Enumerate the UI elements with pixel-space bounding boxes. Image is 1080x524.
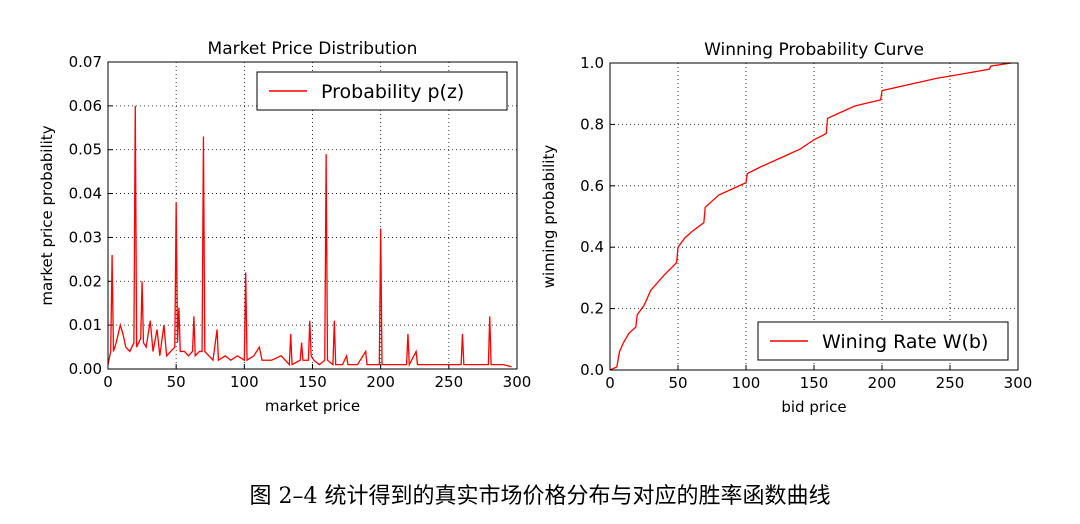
y-tick-label: 0.05 — [69, 141, 102, 159]
y-axis-label: winning probability — [540, 145, 558, 289]
x-tick-label: 150 — [800, 374, 829, 392]
y-tick-label: 1.0 — [580, 54, 604, 72]
chart-title: Winning Probability Curve — [704, 40, 924, 60]
x-tick-label: 300 — [1004, 374, 1033, 392]
x-tick-label: 100 — [230, 373, 259, 391]
x-tick-label: 0 — [605, 374, 615, 392]
chart-title: Market Price Distribution — [208, 39, 418, 59]
y-tick-label: 0.00 — [69, 360, 102, 378]
x-tick-label: 50 — [668, 374, 687, 392]
y-tick-label: 0.0 — [580, 361, 604, 379]
y-tick-label: 0.07 — [69, 53, 102, 71]
y-tick-label: 0.04 — [69, 185, 102, 203]
x-axis-label: bid price — [781, 398, 846, 416]
y-tick-label: 0.06 — [69, 97, 102, 115]
x-tick-label: 300 — [503, 373, 532, 391]
plot-frame — [107, 61, 518, 370]
x-tick-label: 50 — [167, 373, 186, 391]
legend-label: Probability p(z) — [321, 81, 464, 103]
y-axis-label: market price probability — [38, 125, 56, 305]
x-tick-label: 100 — [732, 374, 761, 392]
x-tick-label: 250 — [936, 374, 965, 392]
x-tick-label: 200 — [868, 374, 897, 392]
data-line — [609, 62, 1012, 371]
x-tick-label: 250 — [435, 373, 464, 391]
legend-label: Wining Rate W(b) — [822, 331, 988, 353]
y-tick-label: 0.03 — [69, 228, 102, 246]
figure: Market Price Distribution market price mar… — [38, 39, 1033, 416]
data-line — [107, 105, 512, 368]
y-tick-label: 0.6 — [580, 177, 604, 195]
plot-frame — [609, 62, 1019, 371]
caption: 图 2–4 统计得到的真实市场价格分布与对应的胜率函数曲线 — [249, 484, 831, 509]
y-tick-label: 0.02 — [69, 272, 102, 290]
y-tick-label: 0.2 — [580, 300, 604, 318]
x-tick-label: 150 — [298, 373, 327, 391]
y-tick-label: 0.4 — [580, 238, 604, 256]
x-tick-label: 0 — [103, 373, 113, 391]
y-tick-label: 0.8 — [580, 115, 604, 133]
y-tick-label: 0.01 — [69, 316, 102, 334]
x-tick-label: 200 — [366, 373, 395, 391]
x-axis-label: market price — [265, 397, 360, 415]
